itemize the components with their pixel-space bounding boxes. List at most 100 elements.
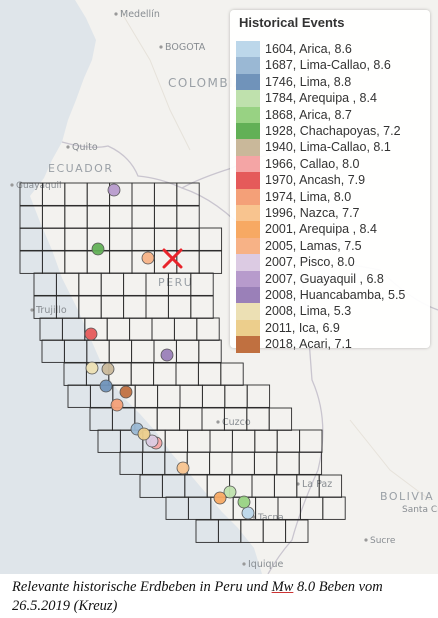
event-marker[interactable] [145,434,159,448]
legend-swatch [236,221,260,239]
legend-item: 1687, Lima-Callao, 8.6 [236,57,428,75]
legend-swatch [236,41,260,58]
legend-item: 1868, Arica, 8.7 [236,106,428,124]
grid-cell [195,519,219,543]
grid-cell [39,317,63,341]
grid-cell [141,451,166,475]
legend-item: 1604, Arica, 8.6 [236,41,428,58]
grid-cell [322,496,346,520]
place-label: Sucre [370,536,396,546]
legend-swatch [236,123,260,140]
legend-item: 2008, Lima, 5.3 [236,303,428,321]
grid-cell [285,519,309,543]
grid-cell [246,384,271,408]
place-label: Iquique [248,559,284,570]
grid-cell [298,451,323,475]
legend-item: 1970, Ancash, 7.9 [236,172,428,190]
legend-item: 1966, Callao, 8.0 [236,155,428,173]
grid-cell [63,339,88,363]
city-dot [66,145,70,149]
place-label: PERU [158,276,193,289]
legend-item: 2011, Ica, 6.9 [236,319,428,337]
event-marker[interactable] [84,327,98,341]
grid-cell [19,250,43,274]
place-label: Cuzco [222,417,251,428]
legend-swatch [236,303,260,321]
legend-title: Historical Events [239,15,345,30]
grid-cell [161,474,186,498]
legend-swatch [236,319,260,337]
place-label: Quito [72,142,98,153]
event-marker[interactable] [176,461,190,475]
event-marker[interactable] [241,506,255,520]
legend-swatch [236,90,260,108]
legend-item: 2001, Arequipa , 8.4 [236,221,428,239]
caption-mw: Mw [271,579,294,595]
grid-cell [190,272,214,296]
legend-swatch [236,155,260,173]
legend-swatch [236,139,260,157]
event-marker[interactable] [101,362,115,376]
caption: Relevante historische Erdbeben in Peru u… [12,578,432,616]
place-label: La Paz [302,479,332,490]
place-label: Santa Cruz de la Sierra [402,505,438,515]
place-label: BOLIVIA [380,490,434,503]
legend-item: 2018, Acari, 7.1 [236,336,428,354]
legend-swatch [236,205,260,222]
legend-swatch [236,254,260,272]
grid-cell [97,429,121,453]
event-marker[interactable] [223,485,237,499]
legend-swatch [236,106,260,124]
map[interactable]: Medellín BOGOTA COLOMBIA Quito ECUADOR Guayaq… [0,0,438,574]
event-marker[interactable] [85,361,99,375]
legend-label: 2008, Lima, 5.3 [265,304,352,319]
legend-swatch [236,287,260,304]
grid-cell [198,339,222,363]
event-marker[interactable] [110,398,124,412]
event-marker[interactable] [141,251,155,265]
event-marker[interactable] [160,348,174,362]
place-label: Trujillo [35,305,67,316]
legend: Historical Events 1604, Arica, 8.6 1687, … [230,10,430,354]
grid-cell [187,496,212,520]
city-dot [364,538,368,542]
grid-cell [19,227,43,251]
grid-cell [63,362,87,386]
event-marker[interactable] [213,491,227,505]
legend-swatch [236,57,260,75]
legend-label: 2005, Lamas, 7.5 [265,238,362,253]
city-dot [10,183,14,187]
place-labels: Medellín BOGOTA COLOMBIA Quito ECUADOR Guayaq… [10,9,438,570]
grid-cell [33,272,57,296]
grid-cells [19,182,346,543]
event-marker[interactable] [107,183,121,197]
grid-cell [139,474,163,498]
legend-label: 1928, Chachapoyas, 7.2 [265,124,401,138]
legend-item: 1940, Lima-Callao, 8.1 [236,139,428,157]
legend-item: 1746, Lima, 8.8 [236,73,428,91]
legend-label: 1784, Arequipa , 8.4 [265,91,377,106]
epicenter-marker[interactable] [162,248,183,269]
legend-swatch [236,237,260,255]
legend-item: 2008, Huancabamba, 5.5 [236,287,428,304]
legend-item: 1996, Nazca, 7.7 [236,205,428,222]
legend-label: 2008, Huancabamba, 5.5 [265,288,406,302]
legend-label: 1604, Arica, 8.6 [265,42,352,56]
caption-text-1: Relevante historische Erdbeben in Peru u… [12,579,272,595]
grid-cell [165,496,189,520]
legend-swatch [236,188,260,206]
event-marker[interactable] [119,385,133,399]
event-marker[interactable] [237,495,251,509]
legend-label: 1970, Ancash, 7.9 [265,173,366,188]
event-marker[interactable] [99,379,113,393]
place-label: Tacna [257,513,284,523]
legend-label: 1940, Lima-Callao, 8.1 [265,140,391,155]
caption-text-2: 8.0 Beben vom 26.5.2019 (Kreuz) [12,579,383,614]
legend-label: 2011, Ica, 6.9 [265,320,340,335]
event-marker[interactable] [137,427,151,441]
legend-item: 2007, Pisco, 8.0 [236,254,428,272]
legend-swatch [236,172,260,190]
legend-label: 2007, Pisco, 8.0 [265,255,355,270]
event-marker[interactable] [91,242,105,256]
legend-item: 1974, Lima, 8.0 [236,188,428,206]
